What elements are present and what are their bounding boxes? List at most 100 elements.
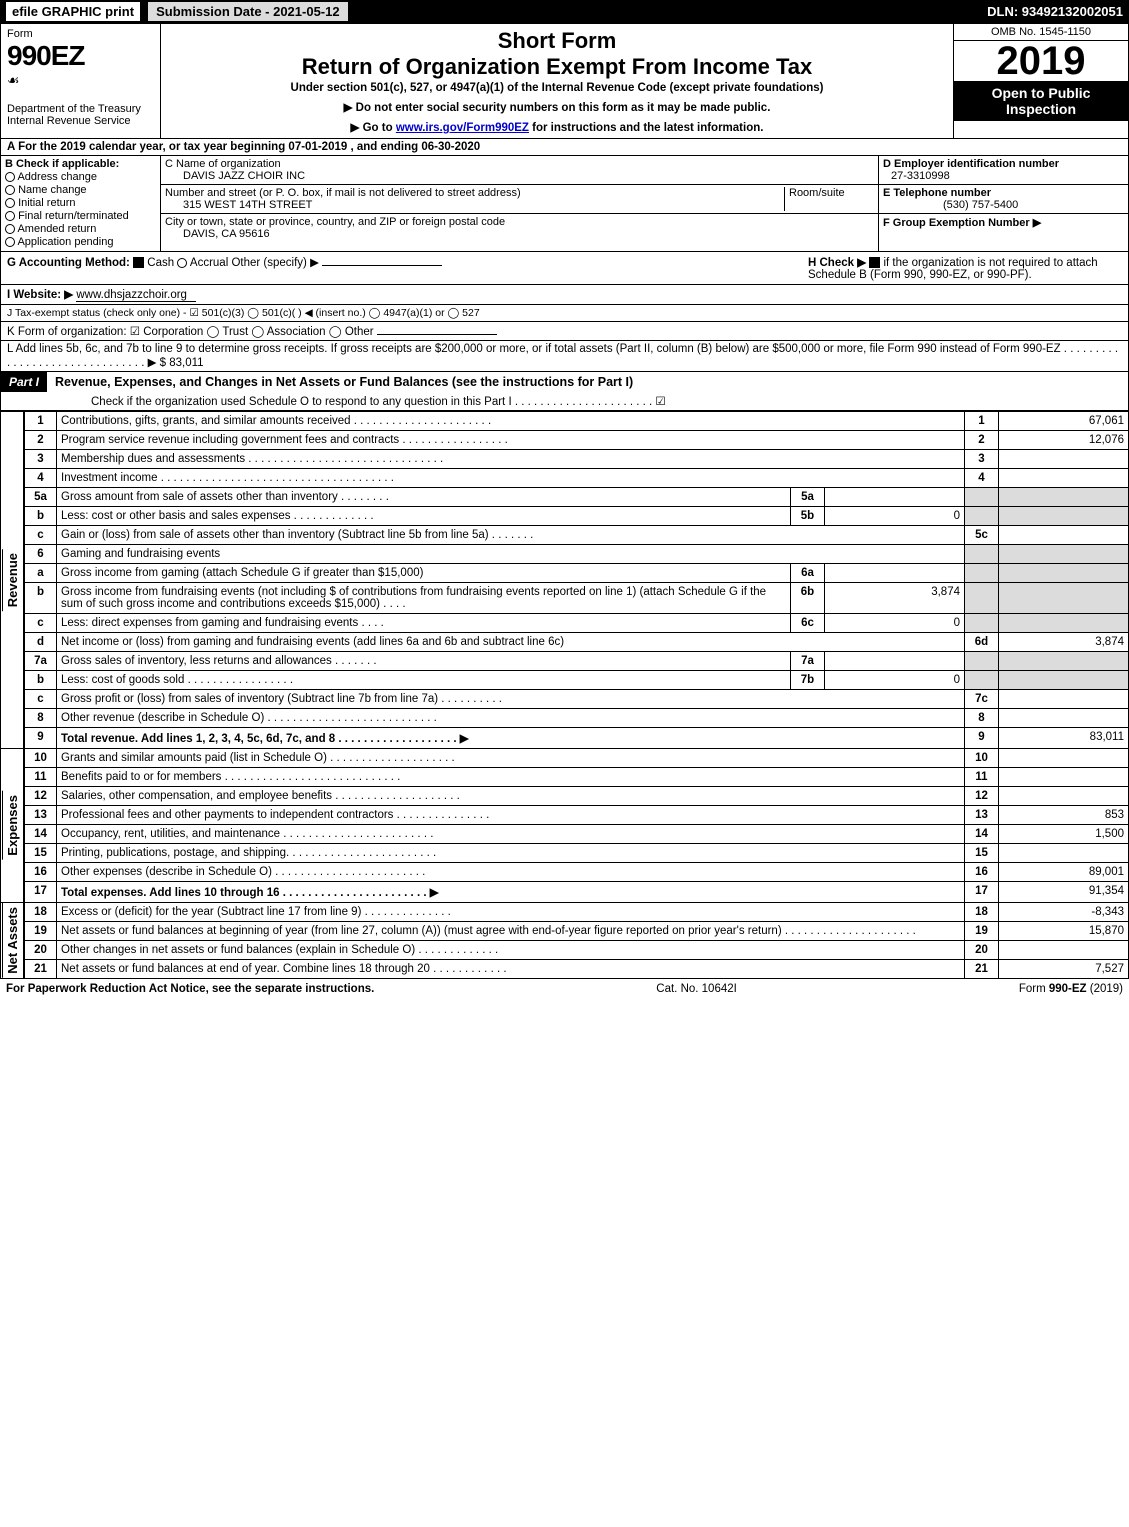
- part-1-title: Revenue, Expenses, and Changes in Net As…: [47, 372, 633, 392]
- c-city-label: City or town, state or province, country…: [165, 216, 874, 228]
- line-i: I Website: ▶ www.dhsjazzchoir.org: [0, 285, 1129, 305]
- ln-6a-box: [965, 564, 999, 583]
- ln-5a-subamt: [825, 488, 965, 507]
- ln-11-box: 11: [965, 768, 999, 787]
- expenses-side-label: Expenses: [2, 791, 22, 860]
- expenses-section: Expenses 10Grants and similar amounts pa…: [0, 749, 1129, 903]
- col-d: D Employer identification number 27-3310…: [878, 156, 1128, 251]
- ln-1-box: 1: [965, 412, 999, 431]
- ln-5b-subamt: 0: [825, 507, 965, 526]
- entity-box: B Check if applicable: Address change Na…: [0, 156, 1129, 252]
- ln-6b-num: b: [25, 583, 57, 614]
- ln-7c-num: c: [25, 690, 57, 709]
- line-j: J Tax-exempt status (check only one) - ☑…: [0, 305, 1129, 322]
- chk-name-change[interactable]: [5, 185, 15, 195]
- ln-9-desc: Total revenue. Add lines 1, 2, 3, 4, 5c,…: [57, 728, 965, 749]
- opt-init: Initial return: [18, 197, 75, 209]
- g-label: G Accounting Method:: [7, 257, 130, 269]
- line-a-text: A For the 2019 calendar year, or tax yea…: [7, 141, 480, 153]
- form-number: 990EZ: [7, 40, 154, 72]
- part-1-header: Part I Revenue, Expenses, and Changes in…: [0, 372, 1129, 411]
- chk-final-return[interactable]: [5, 211, 15, 221]
- wing-icon: ☙: [7, 72, 154, 89]
- ln-6d-num: d: [25, 633, 57, 652]
- ln-10-num: 10: [25, 749, 57, 768]
- ln-5a-desc: Gross amount from sale of assets other t…: [57, 488, 791, 507]
- ln-20-box: 20: [965, 941, 999, 960]
- netassets-section: Net Assets 18Excess or (deficit) for the…: [0, 903, 1129, 979]
- ln-7b-sub: 7b: [791, 671, 825, 690]
- ln-9-amt: 83,011: [999, 728, 1129, 749]
- irs-link[interactable]: www.irs.gov/Form990EZ: [396, 122, 529, 134]
- c-name-label: C Name of organization: [165, 158, 874, 170]
- chk-amended-return[interactable]: [5, 224, 15, 234]
- ln-5b-desc: Less: cost or other basis and sales expe…: [57, 507, 791, 526]
- b-label: B Check if applicable:: [5, 158, 119, 170]
- ln-6b-desc: Gross income from fundraising events (no…: [57, 583, 791, 614]
- chk-accrual[interactable]: [177, 258, 187, 268]
- ln-3-num: 3: [25, 450, 57, 469]
- dept-treasury: Department of the Treasury: [7, 103, 154, 115]
- ln-15-amt: [999, 844, 1129, 863]
- ln-1-desc: Contributions, gifts, grants, and simila…: [57, 412, 965, 431]
- top-bar: efile GRAPHIC print Submission Date - 20…: [0, 0, 1129, 23]
- i-website[interactable]: www.dhsjazzchoir.org: [76, 289, 196, 302]
- ln-7c-box: 7c: [965, 690, 999, 709]
- g-other-input[interactable]: [322, 265, 442, 266]
- efile-label: efile GRAPHIC print: [6, 2, 140, 21]
- e-phone-label: E Telephone number: [883, 187, 991, 199]
- ln-17-desc: Total expenses. Add lines 10 through 16 …: [57, 882, 965, 903]
- ln-5a-num: 5a: [25, 488, 57, 507]
- ln-6a-subamt: [825, 564, 965, 583]
- ln-19-amt: 15,870: [999, 922, 1129, 941]
- ln-12-num: 12: [25, 787, 57, 806]
- ln-5c-num: c: [25, 526, 57, 545]
- dln-label: DLN: 93492132002051: [987, 4, 1123, 19]
- ln-10-desc: Grants and similar amounts paid (list in…: [57, 749, 965, 768]
- ln-16-amt: 89,001: [999, 863, 1129, 882]
- ln-7b-box: [965, 671, 999, 690]
- f-group-label: F Group Exemption Number ▶: [883, 217, 1041, 229]
- chk-application-pending[interactable]: [5, 237, 15, 247]
- ln-8-desc: Other revenue (describe in Schedule O) .…: [57, 709, 965, 728]
- g-cash: Cash: [147, 257, 174, 269]
- ln-5a-sub: 5a: [791, 488, 825, 507]
- ln-6c-subamt: 0: [825, 614, 965, 633]
- k-other-input[interactable]: [377, 334, 497, 335]
- ln-7a-amt: [999, 652, 1129, 671]
- ln-8-amt: [999, 709, 1129, 728]
- chk-address-change[interactable]: [5, 172, 15, 182]
- d-ein-label: D Employer identification number: [883, 158, 1059, 170]
- chk-initial-return[interactable]: [5, 198, 15, 208]
- ln-2-box: 2: [965, 431, 999, 450]
- ln-14-box: 14: [965, 825, 999, 844]
- notice-post: for instructions and the latest informat…: [529, 122, 764, 134]
- ln-17-box: 17: [965, 882, 999, 903]
- line-k: K Form of organization: ☑ Corporation ◯ …: [0, 322, 1129, 341]
- ln-7a-desc: Gross sales of inventory, less returns a…: [57, 652, 791, 671]
- ln-13-amt: 853: [999, 806, 1129, 825]
- chk-cash[interactable]: [133, 257, 144, 268]
- ln-6c-num: c: [25, 614, 57, 633]
- ln-7b-num: b: [25, 671, 57, 690]
- chk-h[interactable]: [869, 257, 880, 268]
- ln-5b-box: [965, 507, 999, 526]
- subtitle: Under section 501(c), 527, or 4947(a)(1)…: [165, 82, 949, 94]
- netassets-side-label: Net Assets: [2, 903, 22, 978]
- footer-paperwork: For Paperwork Reduction Act Notice, see …: [6, 983, 374, 995]
- ln-7a-box: [965, 652, 999, 671]
- ln-13-num: 13: [25, 806, 57, 825]
- ln-13-desc: Professional fees and other payments to …: [57, 806, 965, 825]
- col-c: C Name of organization DAVIS JAZZ CHOIR …: [161, 156, 878, 251]
- form-header: Form 990EZ ☙ Department of the Treasury …: [0, 23, 1129, 139]
- netassets-table: 18Excess or (deficit) for the year (Subt…: [24, 903, 1129, 979]
- ln-6b-subamt: 3,874: [825, 583, 965, 614]
- expenses-table: 10Grants and similar amounts paid (list …: [24, 749, 1129, 903]
- short-form-title: Short Form: [165, 28, 949, 54]
- l-value: $ 83,011: [160, 357, 204, 369]
- col-b: B Check if applicable: Address change Na…: [1, 156, 161, 251]
- ln-7a-num: 7a: [25, 652, 57, 671]
- ln-9-box: 9: [965, 728, 999, 749]
- ln-6b-box: [965, 583, 999, 614]
- ln-16-desc: Other expenses (describe in Schedule O) …: [57, 863, 965, 882]
